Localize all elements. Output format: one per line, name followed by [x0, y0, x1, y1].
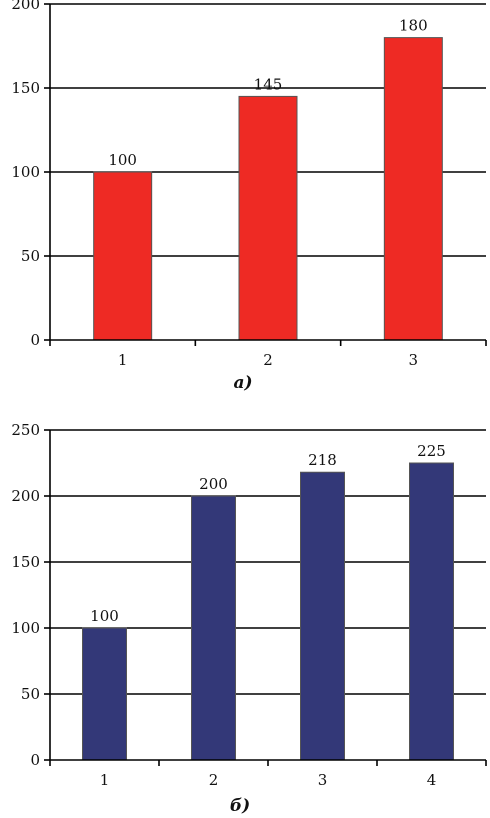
- chart-b-ytick-label: 250: [11, 421, 40, 439]
- chart-a-ytick-label: 0: [30, 331, 40, 349]
- chart-a-ytick-label: 50: [21, 247, 40, 265]
- chart-a-data-label: 180: [399, 17, 428, 35]
- chart-b-ytick-label: 50: [21, 685, 40, 703]
- chart-a-ytick-label: 150: [11, 79, 40, 97]
- chart-b-bar: [409, 462, 454, 761]
- chart-b-xtick-label: 2: [209, 771, 219, 789]
- chart-a-xtick-label: 1: [118, 351, 128, 369]
- chart-a-bar: [238, 95, 298, 341]
- chart-b-data-label: 100: [90, 607, 119, 625]
- chart-a-xtick-label: 2: [263, 351, 273, 369]
- chart-b-ytick-label: 200: [11, 487, 40, 505]
- chart-a-data-label: 100: [108, 151, 137, 169]
- chart-b-data-label: 200: [199, 475, 228, 493]
- chart-b-xtick-label: 4: [427, 771, 437, 789]
- chart-a-caption: а): [233, 373, 252, 393]
- chart-a-ytick-label: 200: [11, 0, 40, 13]
- chart-a-bar: [93, 171, 153, 341]
- chart-a-bar: [383, 37, 443, 341]
- chart-b-xtick-label: 3: [318, 771, 328, 789]
- chart-b-bar: [82, 627, 127, 761]
- chart-b-ytick-label: 100: [11, 619, 40, 637]
- chart-a-xtick-label: 3: [409, 351, 419, 369]
- chart-b-data-label: 225: [417, 442, 446, 460]
- chart-b-xtick-label: 1: [100, 771, 110, 789]
- chart-b-caption: б): [230, 796, 250, 816]
- chart-b-bar: [300, 471, 345, 761]
- chart-b-bar: [191, 495, 236, 761]
- chart-b-data-label: 218: [308, 451, 337, 469]
- chart-a-data-label: 145: [254, 75, 283, 93]
- chart-b-ytick-label: 150: [11, 553, 40, 571]
- chart-b-ytick-label: 0: [30, 751, 40, 769]
- chart-a-ytick-label: 100: [11, 163, 40, 181]
